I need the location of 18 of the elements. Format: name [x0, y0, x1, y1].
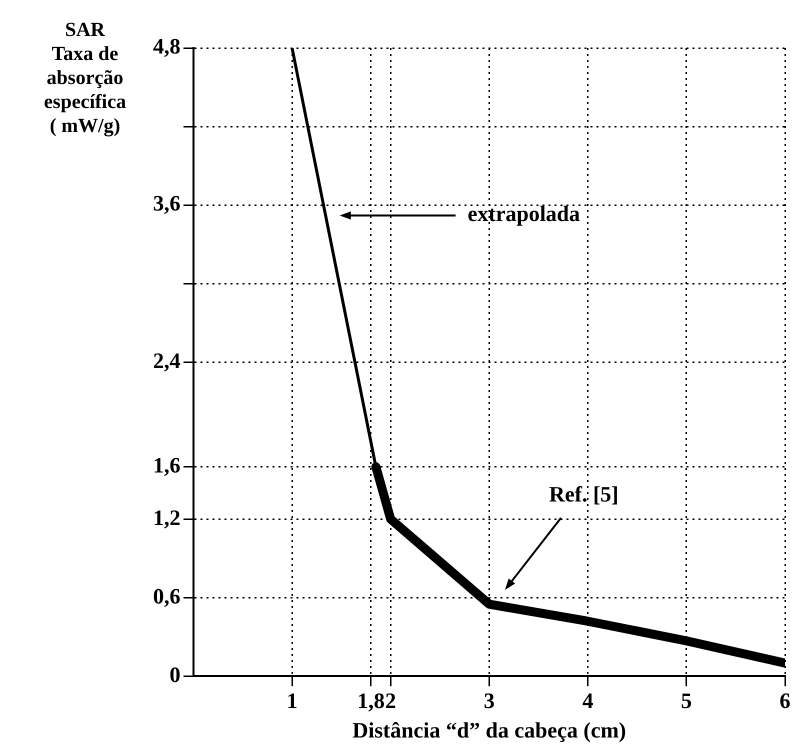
annotation: Ref. [5]: [548, 482, 619, 507]
x-tick-label: 1: [286, 688, 298, 714]
x-tick-label: 5: [680, 688, 692, 714]
y-tick-label: 4,8: [153, 34, 180, 59]
x-tick-label: 4: [582, 688, 594, 714]
y-tick-label: 3,6: [153, 190, 180, 216]
y-tick-label: 2,4: [153, 348, 180, 373]
y-tick-label: 0,6: [153, 583, 180, 608]
x-axis-title: Distância “d” da cabeça (cm): [352, 717, 626, 742]
y-tick-label: 1,6: [153, 452, 180, 478]
x-tick-label: 3: [484, 688, 495, 714]
annotation: extrapolada: [468, 201, 580, 226]
y-tick-label: 1,2: [153, 504, 180, 530]
x-tick-label: 1,8: [357, 688, 385, 714]
y-axis-title: SAR Taxa de absorção específica ( mW/g): [44, 19, 126, 137]
x-tick-label: 2: [385, 688, 396, 714]
y-tick-label: 0: [170, 662, 180, 687]
x-tick-label: 6: [780, 688, 790, 714]
